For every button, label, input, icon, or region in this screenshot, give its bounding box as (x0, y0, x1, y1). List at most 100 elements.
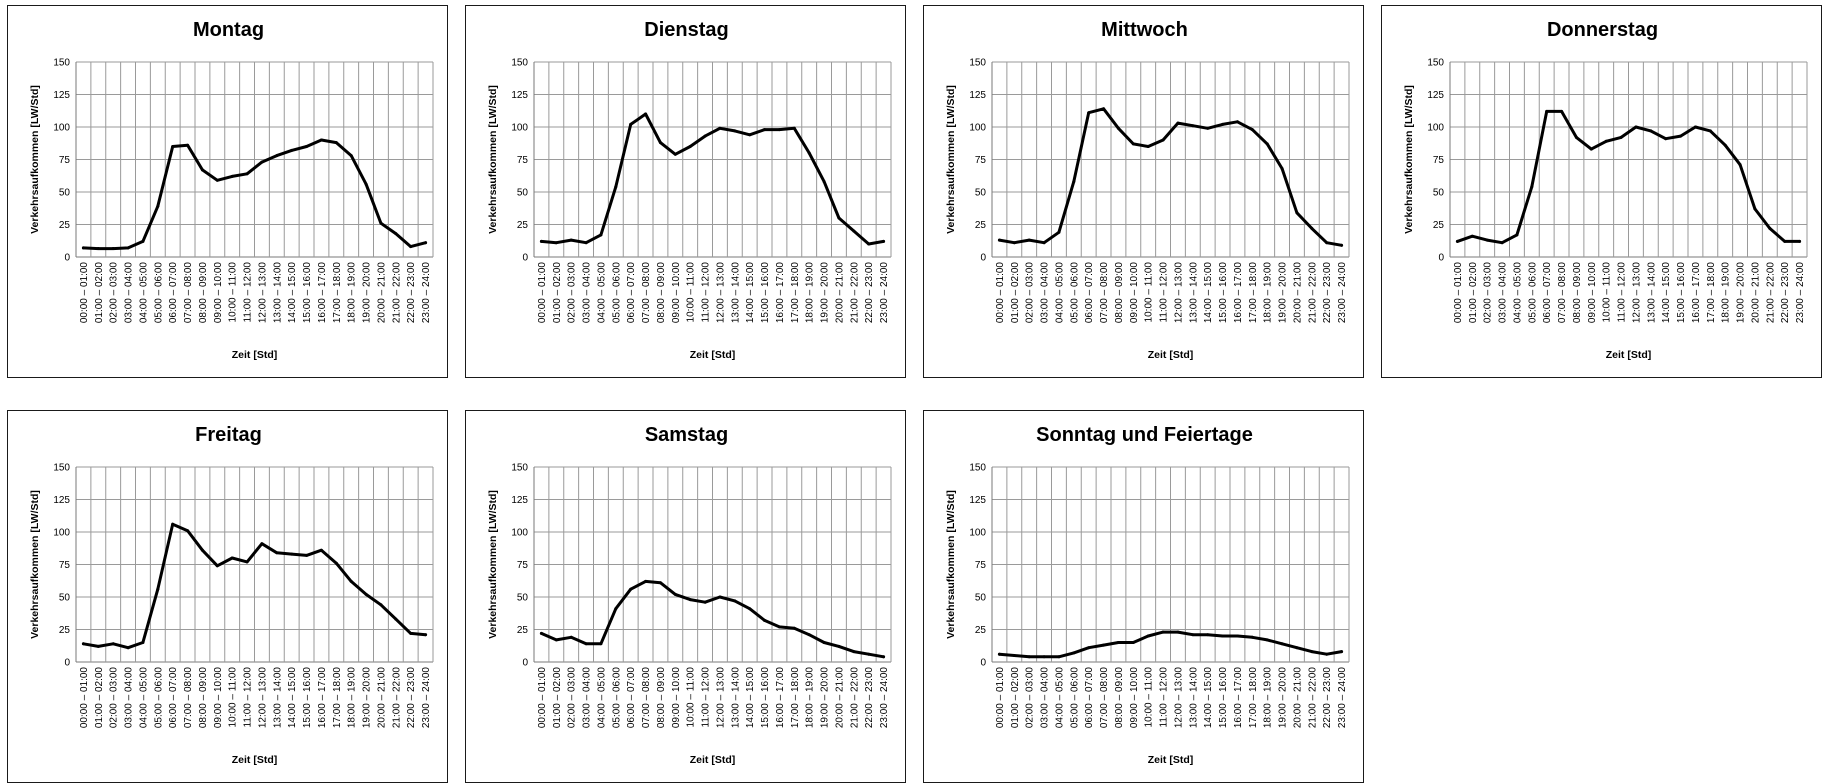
y-tick-label: 150 (53, 463, 70, 474)
data-point (629, 122, 633, 126)
data-point (688, 598, 692, 602)
chart-title: Sonntag und Feiertage (1036, 424, 1253, 446)
data-point (658, 581, 662, 585)
x-tick-label: 11:00 – 12:00 (1159, 667, 1170, 728)
y-tick-label: 100 (969, 123, 986, 134)
data-point (334, 561, 338, 565)
x-tick-label: 11:00 – 12:00 (243, 262, 254, 323)
data-point (1325, 241, 1329, 245)
y-tick-label: 150 (1427, 58, 1444, 69)
y-tick-label: 0 (980, 658, 986, 669)
chart-panel-dienstag: Dienstag 0 25 50 75 100 125 150 00:00 – 01:00 01:… (465, 5, 906, 378)
x-tick-label: 06:00 – 07:00 (1542, 262, 1553, 324)
x-tick-label: 13:00 – 14:00 (272, 262, 283, 324)
x-tick-label: 01:00 – 02:00 (94, 667, 105, 729)
data-point (1250, 128, 1254, 132)
x-tick-label: 22:00 – 23:00 (1780, 262, 1791, 324)
data-point (1102, 107, 1106, 111)
data-point (748, 607, 752, 611)
data-point (1485, 238, 1489, 242)
y-axis-label: Verkehrsaufkommen [LW/Std] (487, 490, 499, 639)
chart-svg: Donnerstag 0 25 50 75 100 125 150 00:00 – 01:00 0… (1403, 19, 1808, 361)
chart-title: Donnerstag (1547, 19, 1658, 41)
x-tick-label: 09:00 – 10:00 (1129, 667, 1140, 729)
y-tick-label: 75 (975, 560, 987, 571)
x-tick-label: 21:00 – 22:00 (391, 667, 402, 729)
y-tick-label: 50 (59, 593, 71, 604)
data-point (319, 548, 323, 552)
x-tick-label: 04:00 – 05:00 (138, 667, 149, 729)
x-tick-label: 09:00 – 10:00 (213, 262, 224, 324)
x-tick-label: 00:00 – 01:00 (79, 262, 90, 324)
data-point (1325, 652, 1329, 656)
data-point (186, 529, 190, 533)
data-point (1708, 129, 1712, 133)
y-tick-label: 150 (969, 463, 986, 474)
data-point (569, 635, 573, 639)
x-tick-label: 10:00 – 11:00 (686, 667, 697, 728)
data-point (1012, 241, 1016, 245)
data-point (837, 644, 841, 648)
x-tick-label: 03:00 – 04:00 (1498, 262, 1509, 324)
data-point (1087, 646, 1091, 650)
x-tick-label: 15:00 – 16:00 (1218, 667, 1229, 729)
data-point (379, 603, 383, 607)
x-tick-label: 18:00 – 19:00 (1263, 262, 1274, 324)
y-tick-label: 100 (53, 123, 70, 134)
data-point (290, 148, 294, 152)
x-tick-label: 07:00 – 08:00 (641, 667, 652, 729)
data-point (349, 154, 353, 158)
x-tick-label: 07:00 – 08:00 (183, 667, 194, 729)
x-tick-label: 00:00 – 01:00 (995, 262, 1006, 324)
data-point (733, 129, 737, 133)
y-tick-label: 150 (969, 58, 986, 69)
data-point (1693, 125, 1697, 129)
x-tick-label: 18:00 – 19:00 (1263, 667, 1274, 729)
x-tick-label: 18:00 – 19:00 (1721, 262, 1732, 324)
data-point (96, 644, 100, 648)
x-tick-label: 08:00 – 09:00 (656, 667, 667, 729)
x-tick-label: 23:00 – 24:00 (1795, 262, 1806, 324)
data-point (290, 552, 294, 556)
y-tick-label: 100 (53, 528, 70, 539)
data-point (1310, 226, 1314, 230)
data-point (614, 185, 618, 189)
data-point (614, 607, 618, 611)
y-tick-label: 25 (517, 220, 529, 231)
y-tick-label: 75 (59, 560, 71, 571)
data-point (156, 204, 160, 208)
y-axis-label: Verkehrsaufkommen [LW/Std] (1403, 85, 1415, 234)
x-tick-label: 20:00 – 21:00 (376, 262, 387, 324)
x-tick-label: 02:00 – 03:00 (109, 262, 120, 324)
y-tick-label: 100 (969, 528, 986, 539)
x-tick-label: 02:00 – 03:00 (567, 262, 578, 324)
data-point (584, 642, 588, 646)
y-tick-label: 75 (517, 155, 529, 166)
data-point (1176, 630, 1180, 634)
x-tick-label: 16:00 – 17:00 (1233, 262, 1244, 324)
x-tick-label: 18:00 – 19:00 (347, 262, 358, 324)
x-tick-label: 12:00 – 13:00 (1631, 262, 1642, 324)
data-point (807, 151, 811, 155)
y-tick-label: 0 (522, 658, 528, 669)
y-tick-label: 125 (53, 495, 70, 506)
x-tick-label: 05:00 – 06:00 (611, 262, 622, 324)
x-tick-label: 06:00 – 07:00 (1084, 667, 1095, 729)
x-tick-label: 19:00 – 20:00 (820, 667, 831, 729)
data-point (688, 145, 692, 148)
data-point (1545, 109, 1549, 113)
x-tick-label: 08:00 – 09:00 (656, 262, 667, 324)
data-point (1116, 126, 1120, 130)
data-point (1574, 135, 1578, 139)
data-point (1072, 180, 1076, 184)
data-point (1604, 139, 1608, 143)
data-point (141, 239, 145, 243)
x-tick-label: 10:00 – 11:00 (1144, 262, 1155, 323)
data-point (1679, 134, 1683, 138)
x-tick-label: 04:00 – 05:00 (1054, 262, 1065, 324)
x-tick-label: 02:00 – 03:00 (567, 667, 578, 729)
x-tick-label: 13:00 – 14:00 (730, 262, 741, 324)
x-tick-label: 01:00 – 02:00 (552, 262, 563, 324)
y-tick-label: 25 (59, 625, 71, 636)
data-point (141, 641, 145, 644)
